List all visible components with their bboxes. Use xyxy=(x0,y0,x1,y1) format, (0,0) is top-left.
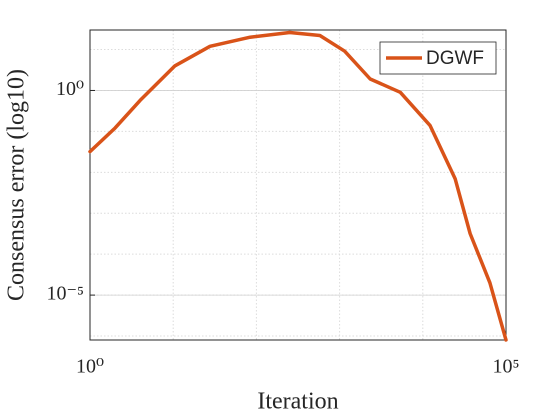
y-axis-label: Consensus error (log10) xyxy=(4,69,30,301)
y-tick-label: 10⁻⁵ xyxy=(46,283,84,305)
legend-label: DGWF xyxy=(426,48,484,69)
x-tick-label: 10⁵ xyxy=(493,356,520,378)
y-tick-label: 10⁰ xyxy=(56,78,84,100)
x-axis-label: Iteration xyxy=(257,389,338,415)
plot-frame xyxy=(89,29,507,341)
x-tick-label: 10⁰ xyxy=(76,356,104,378)
data-line xyxy=(88,30,508,342)
